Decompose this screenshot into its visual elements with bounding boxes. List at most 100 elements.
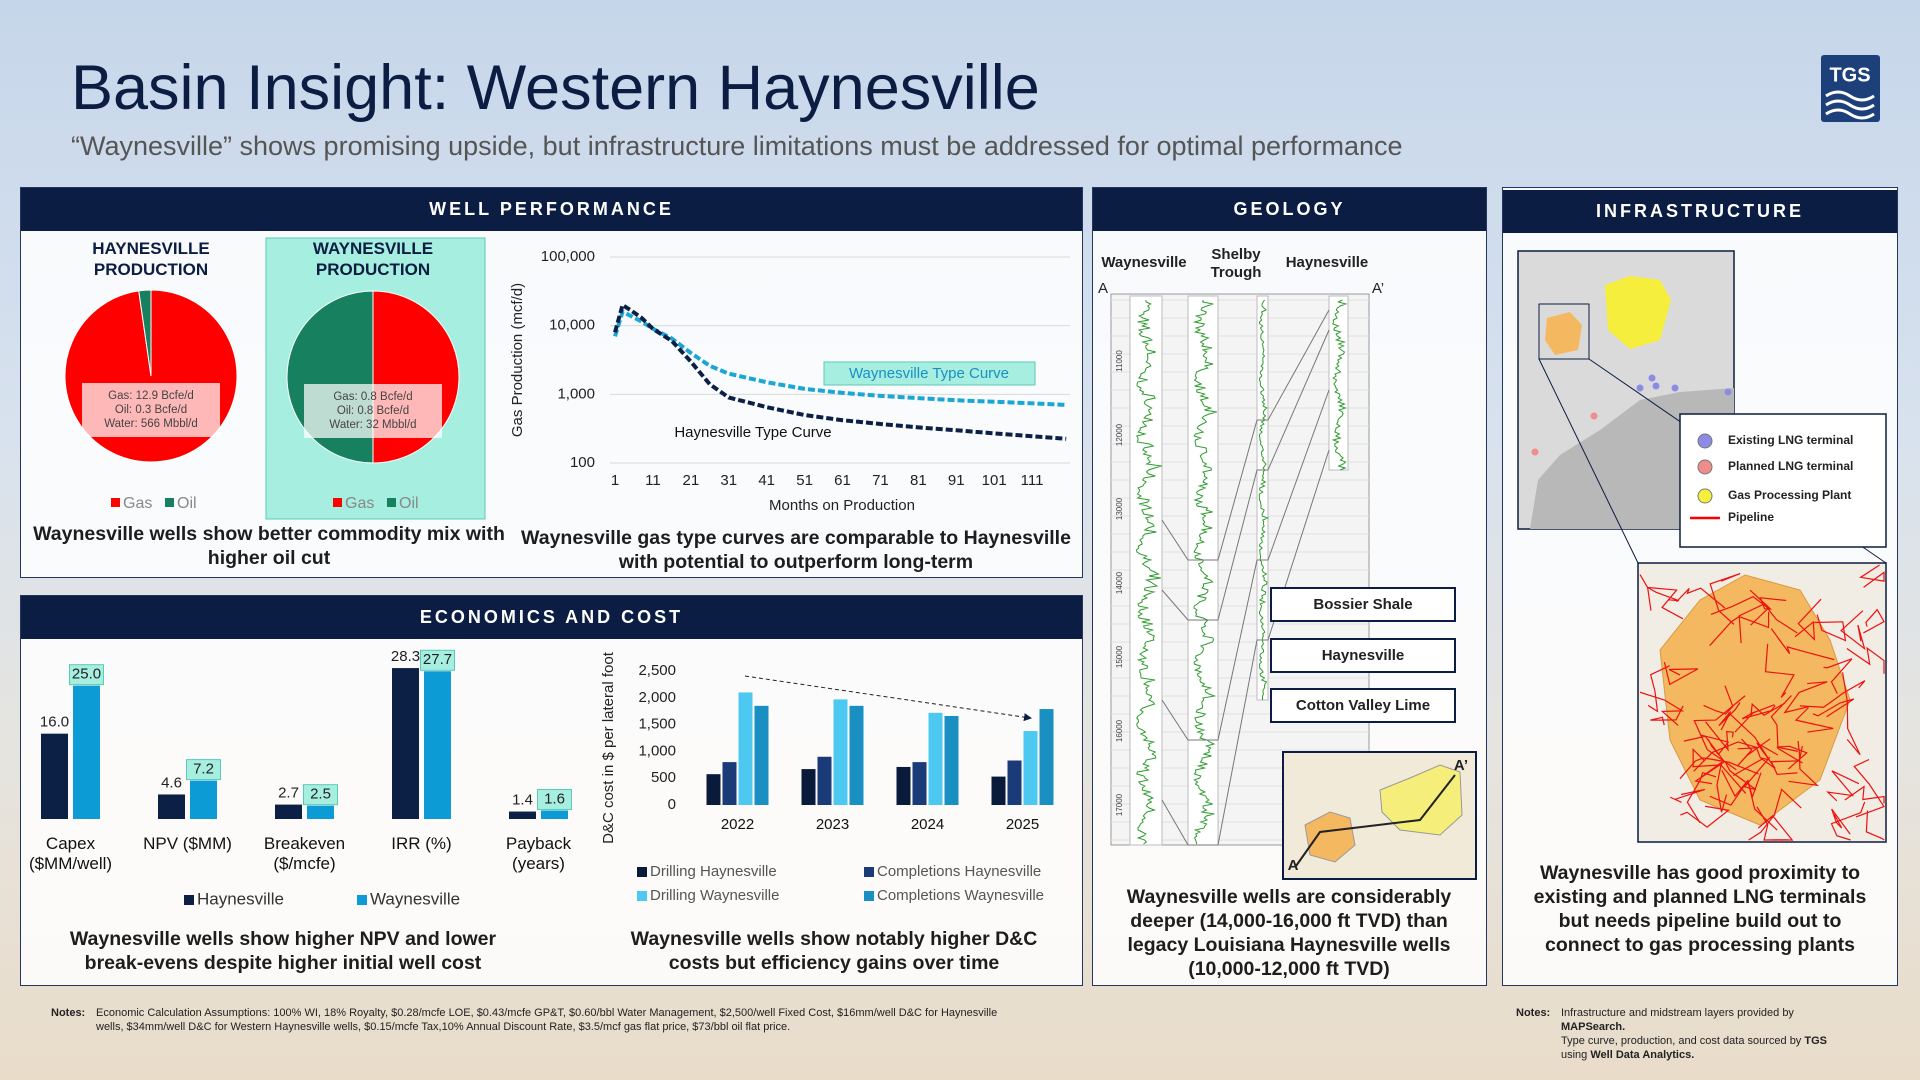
panel-header: GEOLOGY	[1093, 188, 1486, 231]
legend-label: Existing LNG terminal	[1728, 433, 1853, 447]
pipeline	[1676, 587, 1726, 609]
well-log	[1192, 299, 1217, 845]
well-label: Haynesville	[1285, 254, 1369, 271]
legend-swatch	[333, 498, 342, 507]
annotation: Oil: 0.8 Bcfe/d	[337, 405, 409, 417]
legend-swatch	[165, 498, 174, 507]
y-axis-label: Gas Production (mcf/d)	[509, 283, 526, 437]
value-label: 28.3	[391, 648, 420, 665]
value-label: 25.0	[72, 666, 101, 683]
pipeline	[1770, 628, 1835, 661]
legend-swatch	[864, 867, 874, 877]
pipeline	[1679, 757, 1759, 780]
x-tick-label: 1	[611, 472, 619, 489]
y-tick-label: 100,000	[541, 248, 595, 265]
pipeline	[1693, 695, 1746, 771]
notes-text: Economic Calculation Assumptions: 100% W…	[96, 1007, 998, 1033]
legend-swatch	[111, 498, 120, 507]
value-label-box	[303, 784, 338, 806]
annotation-box	[304, 384, 442, 438]
note-part: Well Data Analytics.	[1590, 1049, 1695, 1061]
formation-label: Bossier Shale	[1313, 596, 1412, 613]
logo-waves	[1825, 90, 1875, 120]
terminal	[1724, 388, 1732, 396]
well-log	[1258, 299, 1270, 701]
x-tick-label: 71	[872, 472, 889, 489]
bar	[73, 685, 100, 819]
pipeline	[1663, 661, 1699, 686]
bar	[392, 668, 419, 819]
bar	[307, 805, 334, 819]
depth-label: 15000	[1115, 645, 1124, 668]
pipeline	[1859, 564, 1885, 588]
legend-label: Waynesville	[370, 889, 460, 908]
series-label: Waynesville Type Curve	[849, 365, 1009, 382]
annotation: Gas: 0.8 Bcfe/d	[333, 391, 412, 403]
correlation-line	[1161, 309, 1330, 561]
note-part: MAPSearch.	[1561, 1021, 1626, 1033]
depth-label: 14000	[1115, 571, 1124, 594]
county-shape	[1379, 764, 1463, 836]
x-tick-label: 91	[948, 472, 965, 489]
well-log	[1331, 299, 1348, 471]
pipeline	[1646, 586, 1680, 611]
pipeline	[1725, 756, 1771, 791]
well-label: Shelby Trough	[1210, 246, 1262, 281]
pipeline	[1703, 685, 1734, 715]
x-tick-label: 21	[682, 472, 699, 489]
pie-title: HAYNESVILLE PRODUCTION	[92, 239, 210, 279]
pipeline	[1840, 610, 1866, 651]
pipeline	[1639, 574, 1684, 620]
value-label: 1.4	[512, 792, 533, 809]
legend-swatch	[387, 498, 396, 507]
x-tick-label: 2024	[911, 816, 944, 833]
terminal	[1652, 382, 1660, 390]
value-label-box	[186, 759, 221, 781]
x-tick-label: 81	[910, 472, 927, 489]
legend-label: Completions Waynesville	[877, 887, 1044, 904]
series-line	[613, 308, 1067, 407]
log-track	[1328, 295, 1349, 471]
y-tick-label: 100	[570, 454, 595, 471]
pipeline	[1863, 608, 1885, 634]
logo-box	[1821, 55, 1880, 122]
notes-label: Notes:	[1516, 1007, 1551, 1019]
depth-label: 12000	[1115, 423, 1124, 446]
pipeline	[1776, 745, 1808, 770]
caption: Waynesville wells are considerably deepe…	[1126, 886, 1452, 980]
bar	[1023, 731, 1038, 805]
pie-slice	[138, 289, 152, 377]
pipeline	[1686, 771, 1717, 824]
value-label-box	[420, 649, 455, 671]
series-line	[613, 301, 1067, 441]
x-tick-label: 2023	[816, 816, 849, 833]
depth-label: 16000	[1115, 719, 1124, 742]
section-end: A’	[1454, 757, 1468, 774]
x-tick-label: 101	[982, 472, 1007, 489]
correlation-line	[1161, 389, 1330, 741]
formation-label: Haynesville	[1322, 647, 1405, 664]
y-tick-label: 0	[668, 796, 676, 813]
caption: Waynesville gas type curves are comparab…	[521, 527, 1071, 573]
pipeline	[1814, 614, 1847, 642]
value-label: 1.6	[544, 790, 565, 807]
legend-swatch	[637, 867, 647, 877]
legend-label: Oil	[177, 495, 197, 512]
caption: Waynesville wells show higher NPV and lo…	[69, 928, 497, 974]
y-tick-label: 2,000	[638, 689, 676, 706]
legend-label: Drilling Haynesville	[650, 863, 777, 880]
correlation-line	[1161, 329, 1330, 621]
bar	[896, 766, 911, 805]
legend-swatch	[357, 895, 367, 905]
bar	[991, 776, 1006, 805]
bar	[944, 716, 959, 805]
value-label: 4.6	[161, 774, 182, 791]
county-shape	[1304, 811, 1356, 863]
well-log	[1135, 299, 1162, 845]
x-tick-label: 2025	[1006, 816, 1039, 833]
connector	[1538, 358, 1639, 564]
value-label: 16.0	[40, 714, 69, 731]
y-tick-label: 10,000	[549, 317, 595, 334]
y-tick-label: 2,500	[638, 662, 676, 679]
x-tick-label: 2022	[721, 816, 754, 833]
